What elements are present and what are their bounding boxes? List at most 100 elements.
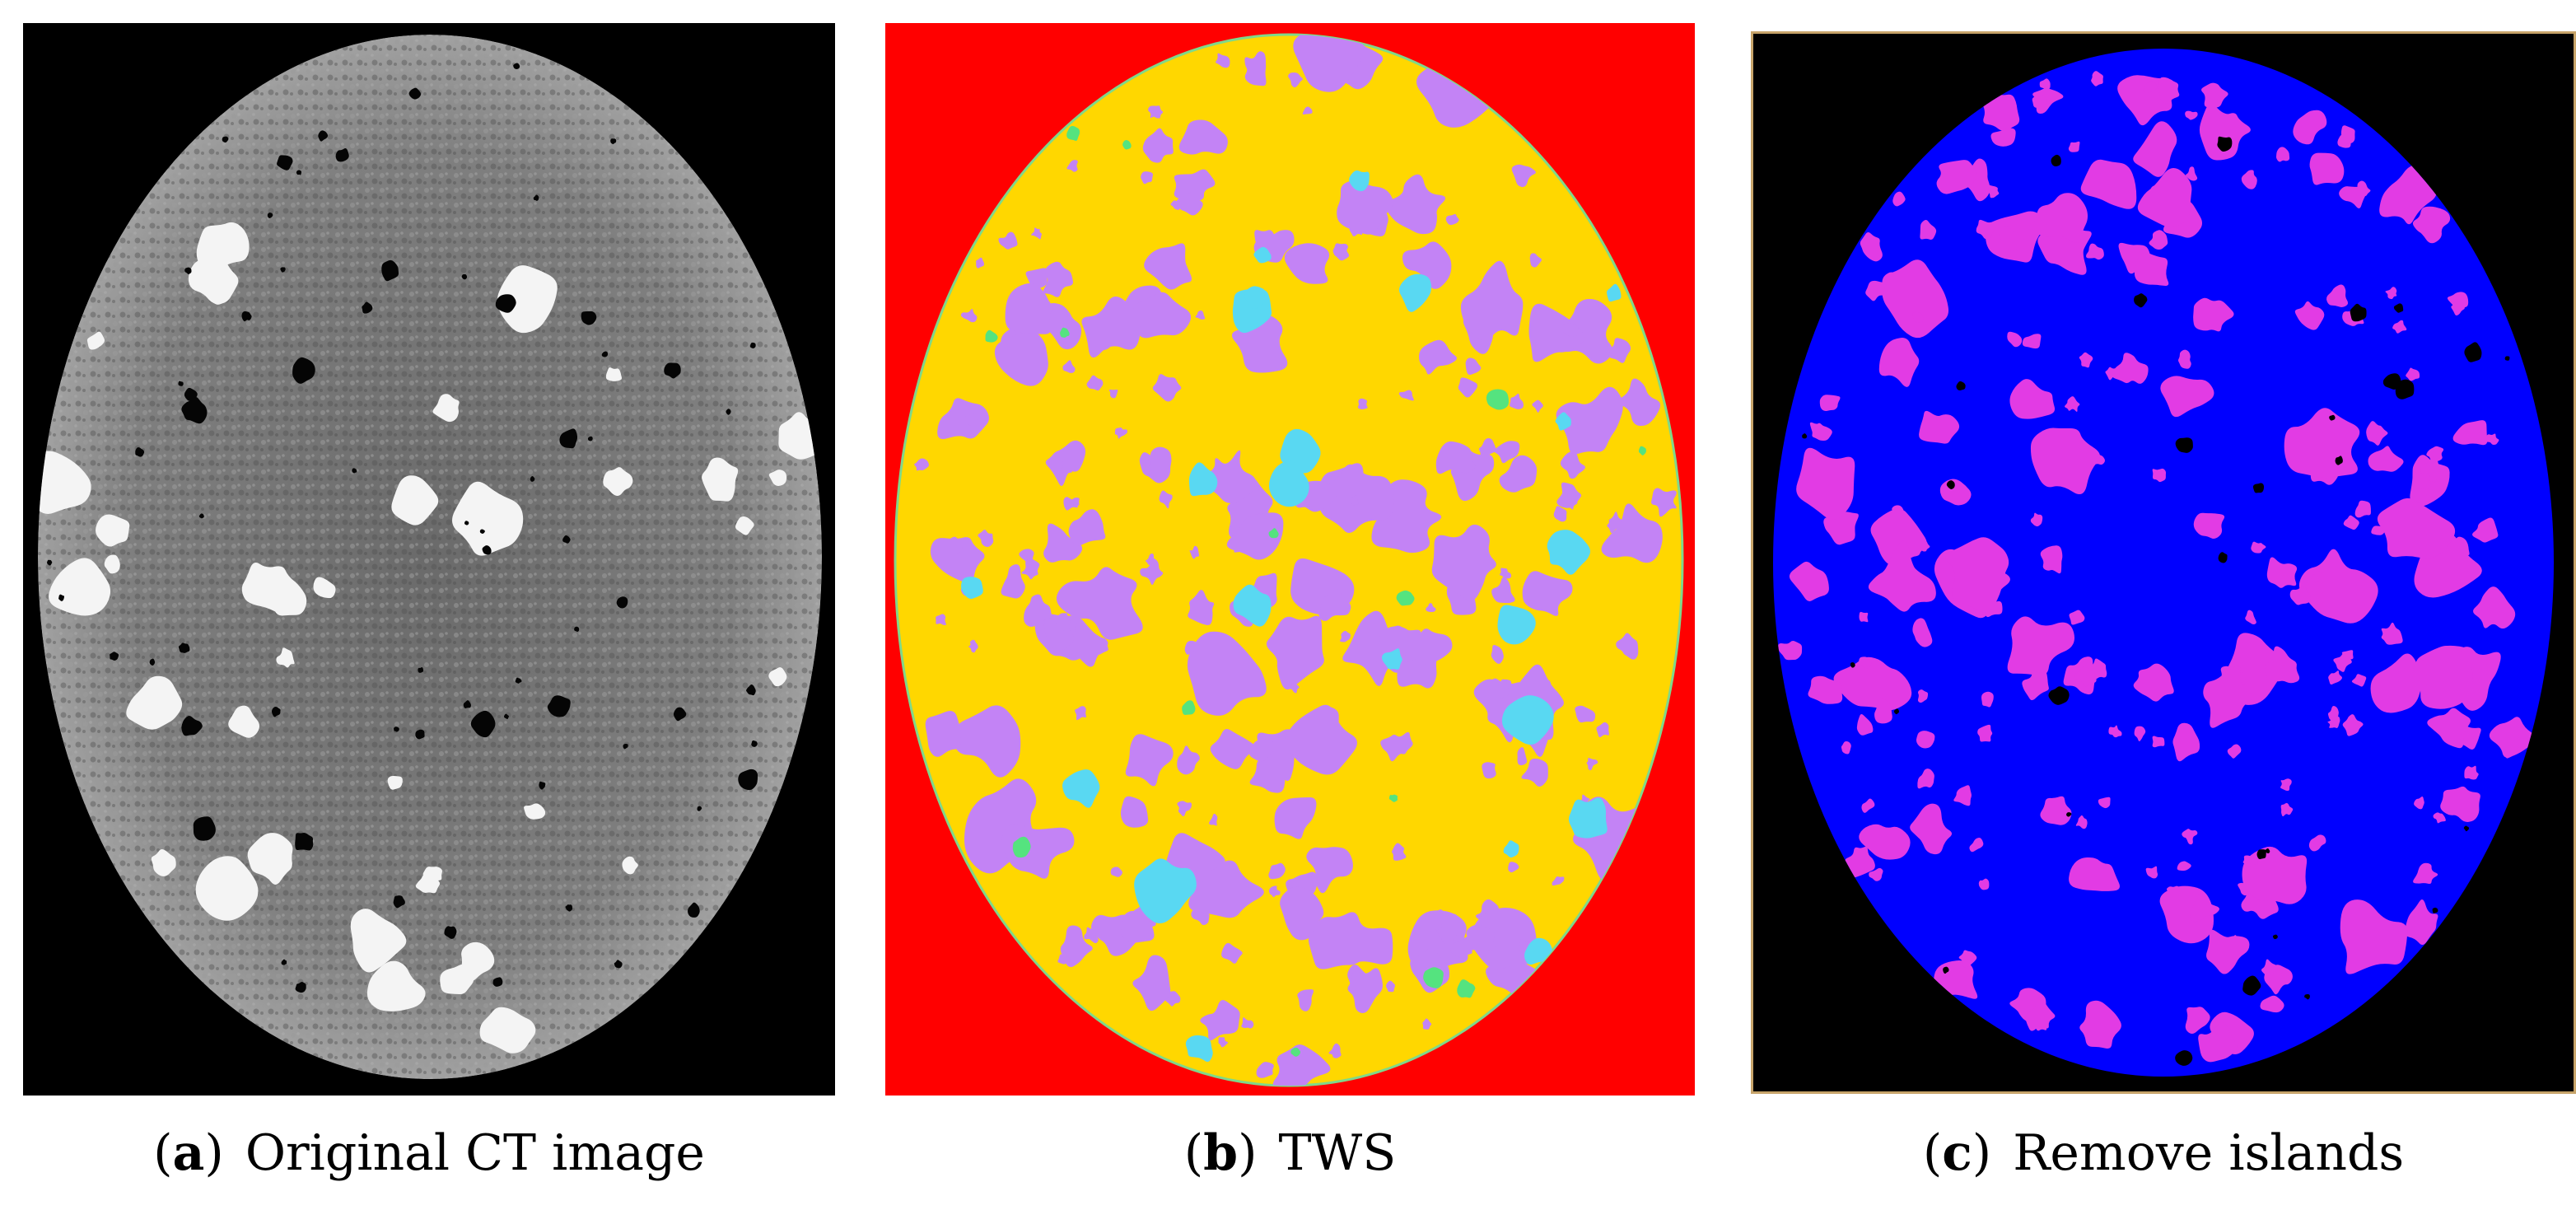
tws-cyan-particle bbox=[1188, 462, 1218, 497]
islands-magenta-particle bbox=[1841, 740, 1851, 754]
ct-pore bbox=[559, 428, 578, 449]
tws-violet-particle bbox=[1108, 389, 1118, 399]
ct-aggregate bbox=[228, 705, 259, 738]
tws-violet-particle bbox=[1055, 613, 1069, 631]
islands-pore bbox=[2175, 437, 2193, 453]
islands-magenta-particle bbox=[2326, 284, 2349, 307]
tws-cyan-particle bbox=[1253, 246, 1272, 264]
ct-pore bbox=[277, 155, 293, 171]
ct-pore bbox=[479, 529, 485, 534]
islands-magenta-particle bbox=[2280, 802, 2294, 817]
islands-magenta-particle bbox=[2198, 1021, 2238, 1063]
ct-pore bbox=[110, 652, 119, 661]
islands-magenta-particle bbox=[2193, 297, 2234, 332]
ct-pore bbox=[533, 194, 539, 201]
islands-magenta-particle bbox=[2452, 420, 2488, 446]
islands-magenta-particle bbox=[2068, 141, 2080, 152]
islands-magenta-particle bbox=[1919, 410, 1960, 444]
tws-violet-particle bbox=[1075, 706, 1087, 721]
islands-pore bbox=[2432, 907, 2438, 914]
tws-violet-particle bbox=[1125, 734, 1174, 787]
tws-violet-particle bbox=[1608, 338, 1631, 363]
islands-magenta-particle bbox=[2199, 104, 2251, 161]
tws-violet-particle bbox=[1005, 283, 1053, 334]
tws-violet-particle bbox=[1141, 171, 1153, 185]
ct-aggregate bbox=[768, 470, 787, 486]
islands-magenta-particle bbox=[2030, 512, 2043, 526]
ct-pore bbox=[616, 596, 628, 609]
tws-violet-particle bbox=[1144, 243, 1192, 290]
islands-magenta-particle bbox=[2351, 674, 2367, 687]
tws-violet-particle bbox=[937, 398, 989, 440]
tws-violet-particle bbox=[1521, 758, 1548, 787]
tws-violet-particle bbox=[1337, 180, 1393, 235]
tws-cyan-particle bbox=[1268, 460, 1309, 507]
remove-islands-image bbox=[1753, 34, 2574, 1091]
islands-pore bbox=[2242, 975, 2261, 996]
tws-violet-particle bbox=[1152, 374, 1182, 402]
islands-magenta-particle bbox=[1958, 950, 1977, 968]
ct-aggregate bbox=[208, 287, 226, 305]
ct-pore bbox=[601, 351, 609, 357]
caption-a-text: Original CT image bbox=[245, 1124, 705, 1182]
islands-pore bbox=[2256, 849, 2266, 860]
tws-violet-particle bbox=[1297, 989, 1314, 1011]
ct-pore bbox=[241, 311, 252, 322]
tws-cyan-particle bbox=[1349, 170, 1370, 192]
tws-violet-particle bbox=[945, 536, 963, 554]
islands-magenta-particle bbox=[2185, 110, 2198, 120]
islands-magenta-particle bbox=[1870, 508, 1927, 565]
tws-violet-particle bbox=[1616, 633, 1639, 660]
islands-pore bbox=[2463, 825, 2469, 832]
tws-violet-particle bbox=[1522, 571, 1573, 616]
islands-magenta-particle bbox=[1808, 675, 1843, 704]
ct-pore bbox=[394, 726, 399, 732]
ct-pore bbox=[513, 63, 520, 69]
ct-pore bbox=[178, 642, 190, 653]
islands-magenta-particle bbox=[2381, 622, 2403, 645]
islands-magenta-particle bbox=[1981, 691, 1994, 708]
tws-violet-particle bbox=[1072, 618, 1108, 667]
tws-violet-particle bbox=[1491, 577, 1515, 604]
tws-violet-particle bbox=[1221, 942, 1243, 964]
islands-pore bbox=[1946, 480, 1955, 489]
caption-b-text: TWS bbox=[1278, 1124, 1397, 1182]
tws-cyan-particle bbox=[1503, 840, 1519, 858]
tws-violet-particle bbox=[1061, 460, 1072, 474]
tws-violet-particle bbox=[1256, 1062, 1274, 1078]
ct-pore bbox=[581, 311, 597, 325]
tws-green-particle bbox=[1012, 836, 1031, 858]
tws-violet-particle bbox=[1084, 927, 1099, 944]
ct-pore bbox=[463, 700, 471, 708]
islands-magenta-particle bbox=[2340, 125, 2355, 144]
tws-cyan-particle bbox=[1497, 605, 1536, 645]
ct-aggregate bbox=[188, 258, 239, 304]
tws-violet-particle bbox=[1306, 847, 1353, 894]
tws-violet-particle bbox=[1478, 437, 1496, 460]
tws-green-particle bbox=[1638, 446, 1646, 456]
ct-pore bbox=[688, 902, 700, 918]
tws-violet-particle bbox=[1351, 494, 1359, 506]
islands-magenta-particle bbox=[1936, 160, 1976, 194]
tws-violet-particle bbox=[1266, 615, 1324, 690]
islands-magenta-particle bbox=[2160, 376, 2214, 418]
islands-magenta-particle bbox=[1999, 227, 2024, 251]
tws-violet-particle bbox=[1272, 1044, 1331, 1086]
islands-magenta-particle bbox=[2379, 163, 2437, 225]
islands-magenta-particle bbox=[2105, 367, 2117, 381]
tws-violet-particle bbox=[1001, 824, 1075, 879]
ct-pore bbox=[565, 904, 573, 912]
tws-violet-particle bbox=[1142, 128, 1174, 163]
tws-violet-particle bbox=[1491, 678, 1510, 699]
tws-violet-particle bbox=[1332, 243, 1350, 261]
ct-pore bbox=[515, 677, 522, 684]
caption-c-text: Remove islands bbox=[2013, 1124, 2405, 1182]
tws-violet-particle bbox=[1195, 310, 1206, 320]
tws-violet-particle bbox=[1019, 549, 1034, 562]
islands-magenta-particle bbox=[2354, 500, 2372, 518]
ct-pore bbox=[296, 170, 302, 175]
islands-magenta-particle bbox=[2464, 765, 2479, 780]
tws-cyan-particle bbox=[1062, 769, 1100, 808]
islands-pore bbox=[2395, 379, 2415, 399]
islands-magenta-particle bbox=[2241, 170, 2257, 189]
